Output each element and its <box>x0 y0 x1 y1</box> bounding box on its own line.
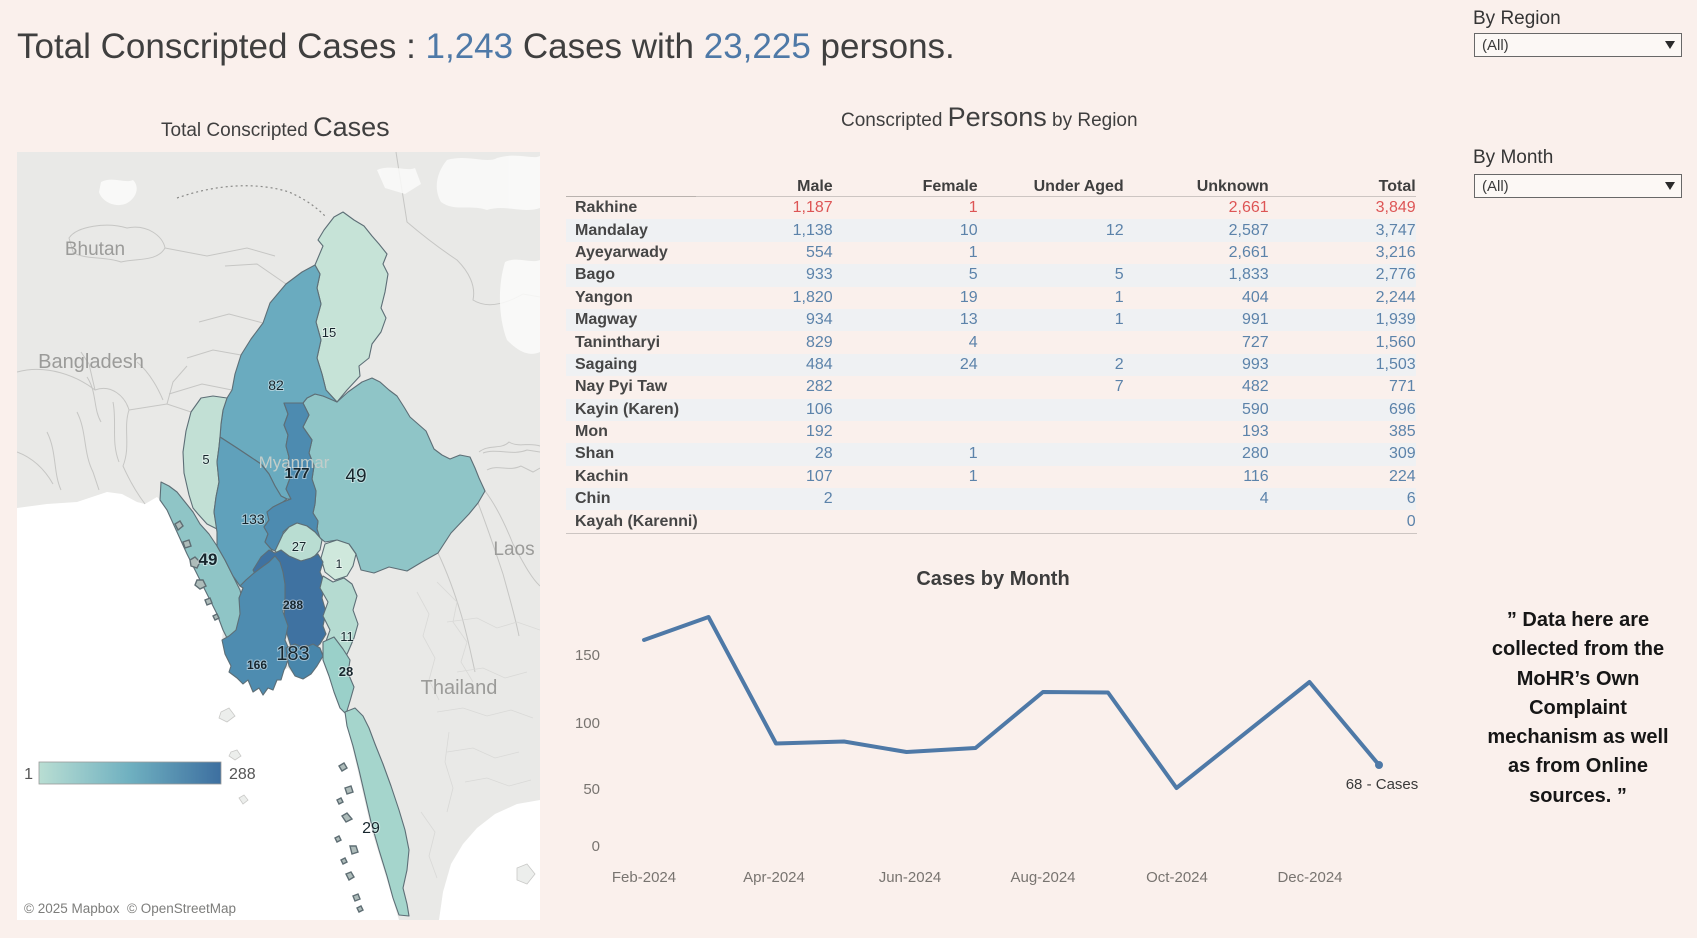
svg-text:Thailand: Thailand <box>421 677 498 699</box>
svg-text:Laos: Laos <box>493 539 534 560</box>
svg-text:29: 29 <box>362 820 380 837</box>
svg-text:© 2025 Mapbox © OpenStreetMap: © 2025 Mapbox © OpenStreetMap <box>24 901 236 916</box>
svg-text:82: 82 <box>268 377 284 393</box>
svg-text:Apr-2024: Apr-2024 <box>743 869 805 886</box>
svg-text:15: 15 <box>322 325 336 340</box>
svg-text:166: 166 <box>247 658 267 672</box>
svg-text:Aug-2024: Aug-2024 <box>1010 869 1075 886</box>
svg-text:Myanmar: Myanmar <box>259 453 330 472</box>
svg-text:68 - Cases: 68 - Cases <box>1346 776 1419 793</box>
svg-text:1: 1 <box>24 766 33 783</box>
svg-text:Jun-2024: Jun-2024 <box>879 869 942 886</box>
svg-text:Cases by Month: Cases by Month <box>916 568 1069 590</box>
svg-text:183: 183 <box>276 643 309 665</box>
svg-text:49: 49 <box>199 550 218 569</box>
svg-text:0: 0 <box>592 838 600 855</box>
svg-text:5: 5 <box>202 452 209 467</box>
svg-text:150: 150 <box>575 647 600 664</box>
svg-text:Dec-2024: Dec-2024 <box>1277 869 1342 886</box>
svg-text:288: 288 <box>229 766 256 783</box>
svg-text:28: 28 <box>339 664 353 679</box>
svg-text:50: 50 <box>583 781 600 798</box>
svg-text:100: 100 <box>575 715 600 732</box>
svg-text:133: 133 <box>241 511 265 527</box>
svg-text:177: 177 <box>284 465 309 482</box>
svg-text:11: 11 <box>340 629 354 644</box>
svg-text:Bangladesh: Bangladesh <box>38 351 144 373</box>
svg-text:Oct-2024: Oct-2024 <box>1146 869 1208 886</box>
svg-text:Bhutan: Bhutan <box>65 239 125 260</box>
svg-text:288: 288 <box>283 598 303 612</box>
svg-text:27: 27 <box>292 539 306 554</box>
svg-text:Feb-2024: Feb-2024 <box>612 869 676 886</box>
svg-text:1: 1 <box>336 557 343 571</box>
svg-text:49: 49 <box>345 466 366 487</box>
